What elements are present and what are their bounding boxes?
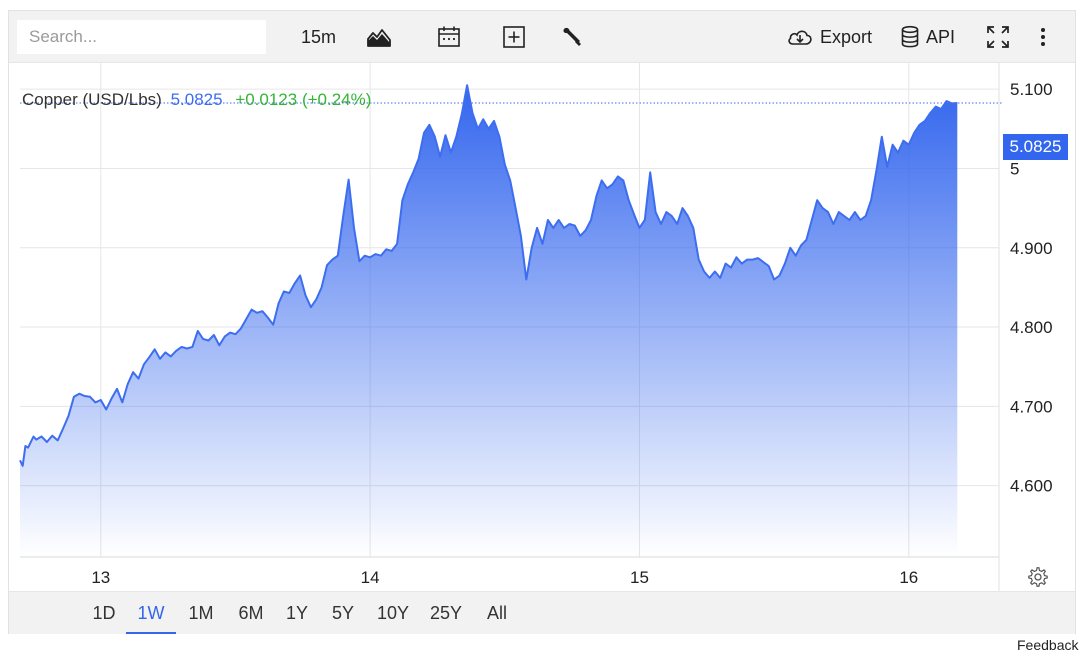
fullscreen-button[interactable]	[986, 20, 1010, 54]
chart-legend: Copper (USD/Lbs) 5.0825 +0.0123 (+0.24%)	[22, 90, 371, 110]
last-price-tag: 5.0825	[1003, 134, 1068, 160]
x-tick-label: 15	[630, 568, 649, 587]
y-tick-label: 4.600	[1010, 477, 1053, 496]
price-line	[19, 84, 958, 467]
range-button-5y[interactable]: 5Y	[331, 603, 355, 623]
y-tick-label: 5.100	[1010, 80, 1053, 99]
y-tick-label: 4.900	[1010, 239, 1053, 258]
legend-price: 5.0825	[170, 90, 223, 109]
tools-button[interactable]	[560, 20, 584, 54]
interval-label: 15m	[301, 26, 337, 47]
y-tick-label: 4.800	[1010, 318, 1053, 337]
gear-icon[interactable]	[1027, 566, 1049, 593]
legend-change: +0.0123 (+0.24%)	[235, 90, 372, 109]
price-area	[20, 85, 958, 557]
range-selector: 1D 1W 1M 6M 1Y 5Y 10Y 25Y All	[9, 591, 1075, 634]
range-button-25y[interactable]: 25Y	[429, 603, 463, 623]
price-chart[interactable]: 4.6004.7004.8004.90055.100131415161712:0…	[9, 63, 1075, 591]
calendar-button[interactable]	[437, 20, 461, 54]
export-button[interactable]: Export	[786, 20, 872, 54]
mountain-chart-icon	[366, 26, 392, 48]
y-tick-label: 4.700	[1010, 397, 1053, 416]
range-button-1y[interactable]: 1Y	[285, 603, 309, 623]
calendar-icon	[437, 25, 461, 49]
range-button-1m[interactable]: 1M	[188, 603, 214, 623]
api-label: API	[926, 26, 956, 47]
export-label: Export	[820, 26, 873, 47]
range-button-10y[interactable]: 10Y	[376, 603, 410, 623]
wrench-icon	[560, 25, 584, 49]
x-tick-label: 14	[361, 568, 380, 587]
plus-square-icon	[502, 25, 526, 49]
chart-widget: 15m	[8, 10, 1076, 634]
chart-type-button[interactable]	[366, 20, 392, 54]
search-input[interactable]	[17, 20, 266, 54]
compare-button[interactable]	[502, 20, 526, 54]
range-button-1d[interactable]: 1D	[92, 603, 116, 623]
database-icon	[900, 25, 920, 49]
cloud-download-icon	[786, 26, 814, 48]
api-button[interactable]: API	[900, 20, 955, 54]
range-button-1w[interactable]: 1W	[126, 592, 176, 634]
more-vertical-icon	[1036, 25, 1050, 49]
fullscreen-icon	[986, 25, 1010, 49]
feedback-link[interactable]: Feedback	[1017, 637, 1079, 653]
chart-area[interactable]: 4.6004.7004.8004.90055.100131415161712:0…	[9, 63, 1075, 591]
instrument-name: Copper (USD/Lbs)	[22, 90, 162, 109]
x-tick-label: 13	[91, 568, 110, 587]
chart-toolbar: 15m	[9, 11, 1075, 63]
interval-button[interactable]: 15m	[301, 20, 336, 54]
more-button[interactable]	[1036, 20, 1050, 54]
range-button-6m[interactable]: 6M	[238, 603, 264, 623]
x-tick-label: 16	[899, 568, 918, 587]
range-button-all[interactable]: All	[486, 603, 507, 623]
y-tick-label: 5	[1010, 159, 1019, 178]
